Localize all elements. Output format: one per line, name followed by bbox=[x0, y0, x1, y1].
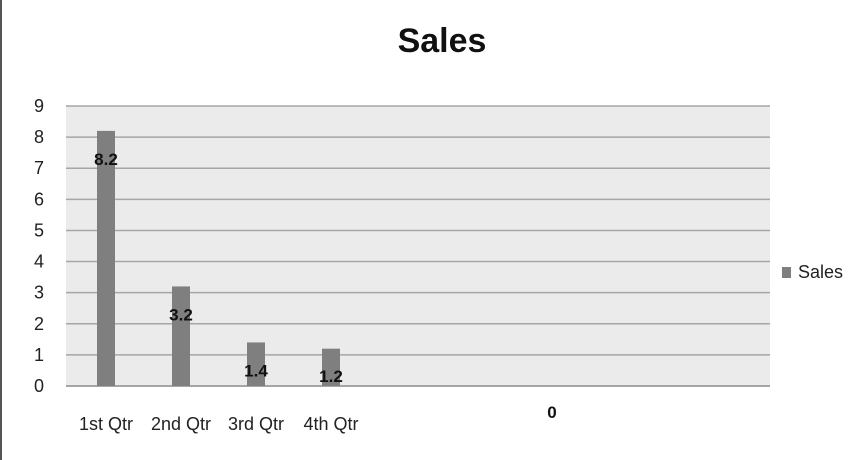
legend: Sales bbox=[782, 262, 843, 283]
y-tick-label: 0 bbox=[34, 376, 44, 396]
bar-2nd-qtr bbox=[172, 286, 190, 386]
data-label: 0 bbox=[547, 403, 556, 422]
bars bbox=[97, 130, 340, 386]
y-tick-label: 2 bbox=[34, 314, 44, 334]
y-tick-label: 1 bbox=[34, 345, 44, 365]
y-tick-label: 6 bbox=[34, 189, 44, 209]
chart-title: Sales bbox=[397, 22, 487, 60]
legend-label-sales: Sales bbox=[798, 262, 844, 282]
y-tick-label: 8 bbox=[34, 127, 44, 147]
plot-area bbox=[66, 106, 770, 386]
data-label: 1.2 bbox=[319, 367, 343, 386]
data-label: 1.4 bbox=[244, 361, 268, 380]
x-tick-label: 3rd Qtr bbox=[228, 414, 284, 434]
data-labels: 8.2 3.2 1.4 1.2 0 bbox=[94, 150, 557, 422]
y-tick-label: 9 bbox=[34, 96, 44, 116]
y-tick-label: 5 bbox=[34, 220, 44, 240]
y-axis-ticks: 0 1 2 3 4 5 6 7 8 9 bbox=[34, 96, 44, 396]
y-tick-label: 3 bbox=[34, 283, 44, 303]
y-tick-label: 7 bbox=[34, 158, 44, 178]
bar-1st-qtr bbox=[97, 130, 115, 386]
x-tick-label: 4th Qtr bbox=[303, 414, 358, 434]
bar-4th-qtr bbox=[322, 348, 340, 386]
data-label: 3.2 bbox=[169, 305, 193, 324]
y-tick-label: 4 bbox=[34, 252, 44, 272]
x-tick-label: 2nd Qtr bbox=[151, 414, 211, 434]
data-label: 8.2 bbox=[94, 150, 118, 169]
legend-swatch-sales bbox=[782, 267, 791, 278]
x-tick-label: 1st Qtr bbox=[79, 414, 133, 434]
bar-3rd-qtr bbox=[247, 342, 265, 386]
x-axis-ticks: 1st Qtr 2nd Qtr 3rd Qtr 4th Qtr bbox=[79, 414, 359, 434]
